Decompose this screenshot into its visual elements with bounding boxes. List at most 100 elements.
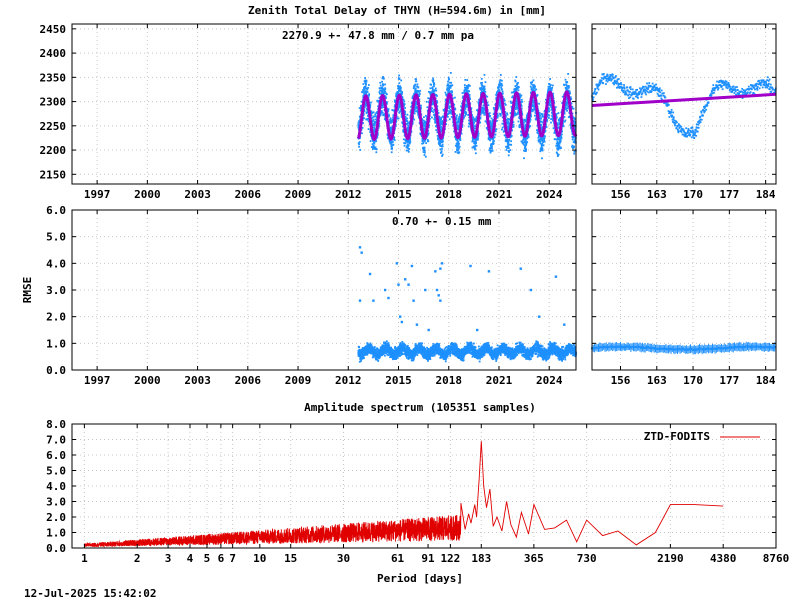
ztd-point xyxy=(499,100,501,102)
ztd-recent-point xyxy=(667,103,670,106)
ztd-recent-point xyxy=(615,82,618,85)
ztd-point xyxy=(445,119,448,122)
x-tick-label: 2000 xyxy=(134,188,161,201)
ztd-point xyxy=(514,104,517,107)
ztd-point xyxy=(474,145,477,148)
ztd-recent-point xyxy=(658,88,661,91)
ztd-recent-point xyxy=(626,86,629,89)
ztd-point xyxy=(522,143,525,146)
ztd-point xyxy=(572,141,575,143)
ztd-point xyxy=(544,129,547,132)
ztd-point xyxy=(388,140,391,143)
ztd-point xyxy=(374,148,376,150)
x-tick-label: 2021 xyxy=(486,188,513,201)
ztd-annotation: 2270.9 +- 47.8 mm / 0.7 mm pa xyxy=(282,29,474,42)
ztd-point xyxy=(568,111,571,114)
ztd-point xyxy=(457,121,460,124)
y-tick-label: 2300 xyxy=(40,96,67,109)
ztd-point xyxy=(427,140,430,143)
ztd-point xyxy=(501,122,504,125)
ztd-point xyxy=(372,123,375,126)
ztd-recent-point xyxy=(622,91,625,94)
ztd-point xyxy=(421,118,423,120)
ztd-point xyxy=(490,117,493,120)
ztd-point xyxy=(448,112,450,115)
ztd-point xyxy=(429,109,432,112)
y-tick-label: 2450 xyxy=(40,23,67,36)
ztd-point xyxy=(573,152,576,155)
ztd-point xyxy=(525,139,527,142)
ztd-point xyxy=(408,148,411,150)
ztd-point xyxy=(505,140,508,143)
ztd-point xyxy=(565,108,567,111)
ztd-recent-point xyxy=(653,84,656,87)
ztd-point xyxy=(440,130,443,133)
ztd-point xyxy=(391,109,394,111)
ztd-point xyxy=(417,93,420,96)
ztd-point xyxy=(540,129,543,132)
ztd-point xyxy=(564,101,567,104)
ztd-point xyxy=(469,98,472,100)
ztd-recent-point xyxy=(645,87,648,90)
ztd-point xyxy=(467,125,470,128)
ztd-point xyxy=(564,107,567,109)
ztd-point xyxy=(565,84,568,87)
ztd-point xyxy=(363,106,366,109)
ztd-point xyxy=(376,136,379,139)
ztd-point xyxy=(501,88,503,91)
ztd-point xyxy=(548,114,551,117)
ztd-point xyxy=(431,110,433,113)
ztd-point xyxy=(507,131,510,133)
ztd-point xyxy=(507,140,510,143)
ztd-point xyxy=(506,129,509,132)
x-tick-label: 2024 xyxy=(536,188,563,201)
ztd-point xyxy=(483,90,485,93)
ztd-point xyxy=(509,143,511,146)
ztd-point xyxy=(525,142,528,145)
ztd-point xyxy=(428,118,431,120)
ztd-point xyxy=(547,113,550,116)
ztd-recent-point xyxy=(658,87,661,90)
ztd-point xyxy=(555,114,558,117)
ztd-point xyxy=(447,80,449,83)
ztd-point xyxy=(398,106,401,108)
ztd-point xyxy=(507,154,510,157)
ztd-recent-point xyxy=(644,85,647,88)
ztd-point xyxy=(520,134,523,137)
ztd-recent-point xyxy=(602,78,605,80)
ztd-point xyxy=(541,139,544,142)
ztd-point xyxy=(529,85,532,88)
ztd-point xyxy=(420,133,422,135)
ztd-point xyxy=(391,120,393,123)
ztd-point xyxy=(433,82,435,84)
ztd-point xyxy=(466,79,469,81)
ztd-point xyxy=(559,140,562,143)
ztd-point xyxy=(435,100,438,102)
ztd-point xyxy=(391,147,393,150)
ztd-recent-point xyxy=(605,77,608,80)
ztd-recent-point xyxy=(601,77,603,79)
ztd-point xyxy=(381,83,384,85)
ztd-point xyxy=(531,97,534,100)
ztd-point xyxy=(455,118,458,121)
ztd-point xyxy=(543,140,546,143)
ztd-point xyxy=(526,116,528,119)
ztd-recent-point xyxy=(643,88,646,91)
ztd-point xyxy=(373,127,376,130)
ztd-recent-point xyxy=(607,77,610,80)
ztd-point xyxy=(392,109,395,112)
ztd-point xyxy=(564,119,567,122)
ztd-point xyxy=(461,92,464,94)
ztd-recent-point xyxy=(666,101,669,104)
ztd-recent-point xyxy=(624,91,627,94)
ztd-recent-point xyxy=(657,89,659,92)
ztd-point xyxy=(429,92,432,95)
ztd-point xyxy=(507,147,510,149)
ztd-point xyxy=(570,98,573,100)
ztd-point xyxy=(524,147,527,150)
ztd-recent-point xyxy=(622,89,625,92)
ztd-point xyxy=(451,94,453,96)
ztd-point xyxy=(415,100,418,103)
ztd-point xyxy=(473,127,476,130)
ztd-point xyxy=(571,107,573,110)
